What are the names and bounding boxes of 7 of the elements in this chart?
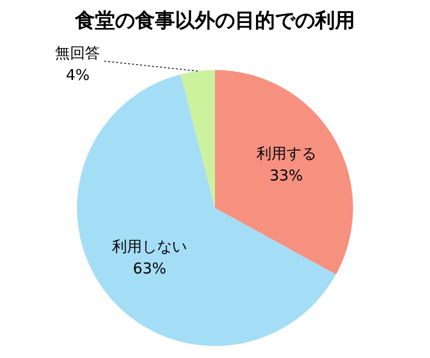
- slice-label: 無回答: [55, 44, 100, 62]
- slice-label: 利用しない: [112, 238, 188, 256]
- data-label: 33%: [270, 166, 303, 185]
- data-label: 63%: [132, 260, 166, 278]
- slice-label: 利用する: [256, 144, 316, 163]
- chart-title: 食堂の食事以外の目的での利用: [74, 7, 356, 34]
- data-label: 4%: [66, 66, 90, 84]
